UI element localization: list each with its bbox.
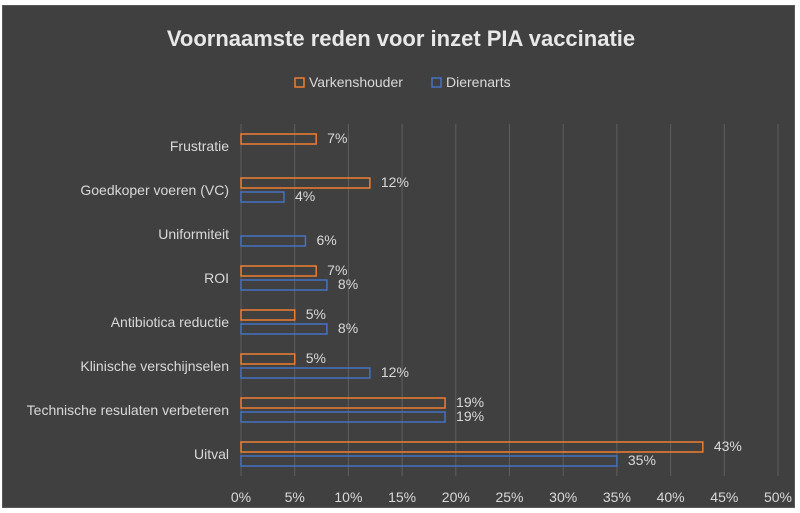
bar-dierenarts (240, 367, 371, 379)
category-label: Frustratie (170, 138, 229, 154)
chart-title: Voornaamste reden voor inzet PIA vaccina… (167, 26, 635, 51)
x-tick-label: 15% (388, 489, 416, 505)
data-label: 6% (316, 232, 336, 248)
data-label: 12% (381, 174, 409, 190)
data-label: 43% (714, 438, 742, 454)
bar-chart: Voornaamste reden voor inzet PIA vaccina… (27, 26, 792, 505)
x-tick-label: 25% (495, 489, 523, 505)
x-tick-label: 30% (549, 489, 577, 505)
data-label: 12% (381, 364, 409, 380)
bar-dierenarts (240, 323, 328, 335)
bar-dierenarts (240, 455, 618, 467)
bar-varkenshouder (240, 353, 296, 365)
x-tick-label: 35% (603, 489, 631, 505)
bar-varkenshouder (240, 309, 296, 321)
legend-swatch-varkenshouder (294, 77, 305, 88)
category-label: Antibiotica reductie (111, 314, 230, 330)
legend-label-varkenshouder: Varkenshouder (309, 74, 403, 90)
x-axis-ticks: 0% 5% 10% 15% 20% 25% 30% 35% 40% 45% 50% (231, 489, 792, 505)
x-tick-label: 40% (657, 489, 685, 505)
data-label: 19% (456, 394, 484, 410)
x-tick-label: 10% (334, 489, 362, 505)
data-label: 4% (295, 188, 315, 204)
data-label: 35% (628, 452, 656, 468)
category-label: Technische resulaten verbeteren (27, 402, 229, 418)
legend-swatch-dierenarts (431, 77, 442, 88)
data-label: 5% (306, 306, 326, 322)
data-labels: 7%12%4%6%7%8%5%8%5%12%19%19%43%35% (295, 130, 742, 468)
x-tick-label: 0% (231, 489, 251, 505)
gridlines (240, 124, 779, 476)
data-label: 7% (327, 130, 347, 146)
chart-frame: Voornaamste reden voor inzet PIA vaccina… (2, 5, 795, 508)
bar-varkenshouder (240, 441, 704, 453)
category-label: Goedkoper voeren (VC) (80, 182, 229, 198)
data-label: 7% (327, 262, 347, 278)
category-label: Uniformiteit (158, 226, 229, 242)
bars (240, 133, 704, 467)
data-label: 8% (338, 320, 358, 336)
bar-varkenshouder (240, 397, 446, 409)
category-label: Klinische verschijnselen (80, 358, 229, 374)
x-tick-label: 5% (285, 489, 305, 505)
bar-dierenarts (240, 235, 307, 247)
bar-varkenshouder (240, 177, 371, 189)
category-labels: Frustratie Goedkoper voeren (VC) Uniformit… (27, 138, 230, 462)
legend-item-dierenarts: Dierenarts (431, 74, 511, 90)
legend: Varkenshouder Dierenarts (294, 74, 511, 90)
bar-varkenshouder (240, 133, 317, 145)
legend-label-dierenarts: Dierenarts (446, 74, 511, 90)
category-label: Uitval (194, 446, 229, 462)
bar-dierenarts (240, 279, 328, 291)
x-tick-label: 45% (710, 489, 738, 505)
x-tick-label: 20% (442, 489, 470, 505)
legend-item-varkenshouder: Varkenshouder (294, 74, 403, 90)
data-label: 19% (456, 408, 484, 424)
bar-dierenarts (240, 411, 446, 423)
data-label: 5% (306, 350, 326, 366)
bar-varkenshouder (240, 265, 317, 277)
x-tick-label: 50% (764, 489, 792, 505)
category-label: ROI (204, 270, 229, 286)
bar-dierenarts (240, 191, 285, 203)
data-label: 8% (338, 276, 358, 292)
